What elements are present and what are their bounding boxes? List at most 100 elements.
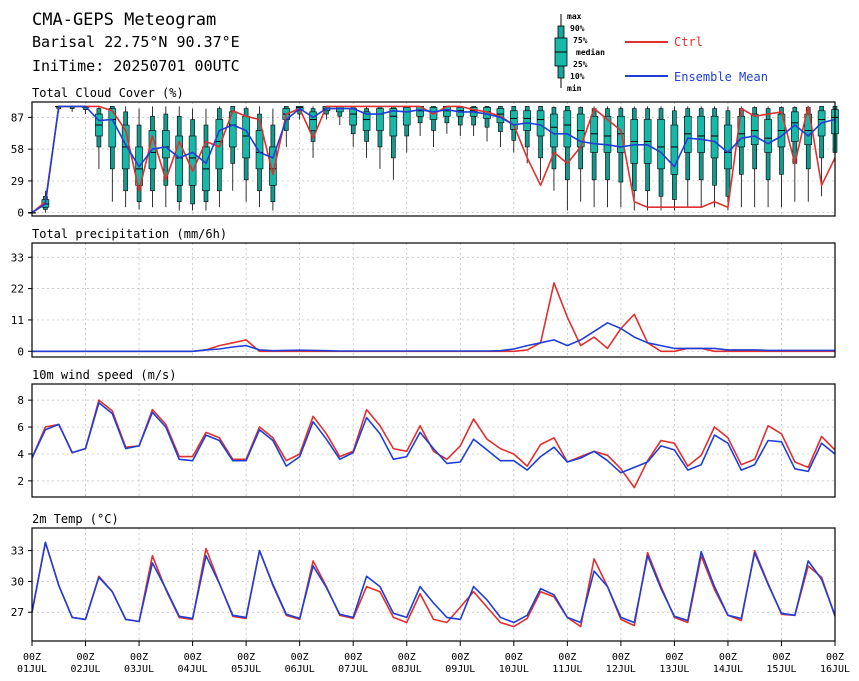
y-tick-label: 87 (11, 111, 24, 124)
y-tick-label: 33 (11, 545, 24, 558)
ensemble-box (309, 106, 317, 158)
y-tick-label: 0 (17, 207, 24, 220)
time-axis: 00Z01JUL00Z02JUL00Z03JUL00Z04JUL00Z05JUL… (17, 641, 850, 675)
ensemble-box (202, 108, 210, 211)
x-tick-day-label: 08JUL (392, 664, 422, 675)
y-tick-label: 8 (17, 394, 24, 407)
panel-frame (31, 242, 836, 358)
y-tick-label: 11 (11, 314, 24, 327)
ensemble-box (536, 106, 545, 180)
x-tick-day-label: 01JUL (17, 664, 47, 675)
panel-title-cloud: Total Cloud Cover (%) (32, 86, 184, 100)
ensemble-box (95, 106, 103, 169)
ensemble-box (710, 106, 719, 208)
y-tick-label: 58 (11, 143, 24, 156)
ensemble-box (148, 106, 157, 208)
x-tick-hour-label: 00Z (130, 652, 148, 663)
legend-box-label-min: min (567, 83, 582, 93)
series-line-ensemble-mean (32, 321, 835, 353)
x-tick-day-label: 03JUL (124, 664, 154, 675)
legend-box-label-max: max (567, 12, 582, 21)
x-tick-hour-label: 00Z (665, 652, 683, 663)
x-tick-day-label: 15JUL (766, 664, 796, 675)
legend-ctrl-label: Ctrl (674, 35, 703, 49)
ensemble-box (376, 106, 384, 169)
y-tick-label: 6 (17, 421, 24, 434)
ensemble-box (804, 106, 813, 202)
legend-box-label-90: 90% (570, 24, 585, 33)
x-tick-hour-label: 00Z (23, 652, 41, 663)
y-tick-label: 0 (17, 345, 24, 358)
ensemble-box (617, 106, 625, 208)
x-tick-hour-label: 00Z (558, 652, 576, 663)
legend: max 90% 75% median 25% 10% min Ctrl Ense… (554, 12, 768, 93)
y-tick-label: 29 (11, 175, 24, 188)
x-tick-hour-label: 00Z (291, 652, 309, 663)
y-tick-label: 33 (11, 251, 24, 264)
series-line-ensemble-mean (31, 541, 836, 624)
ensemble-box (242, 106, 250, 202)
ensemble-box (750, 106, 759, 208)
ensemble-box (563, 106, 572, 211)
panel-wind: 2 4 6 8 (17, 383, 836, 498)
ensemble-box (670, 106, 679, 211)
ensemble-box (509, 106, 518, 153)
x-tick-hour-label: 00Z (77, 652, 95, 663)
ensemble-box (683, 106, 692, 208)
x-tick-day-label: 16JUL (820, 664, 850, 675)
legend-box-label-median: median (576, 47, 605, 57)
ensemble-box (215, 106, 224, 208)
x-tick-hour-label: 00Z (772, 652, 790, 663)
legend-box-icon (554, 14, 568, 88)
ensemble-box (389, 106, 398, 180)
x-tick-hour-label: 00Z (344, 652, 362, 663)
x-tick-day-label: 10JUL (499, 664, 529, 675)
panel-title-temp: 2m Temp (°C) (32, 512, 119, 526)
panel-title-precip: Total precipitation (mm/6h) (32, 227, 227, 241)
x-tick-hour-label: 00Z (505, 652, 523, 663)
x-tick-hour-label: 00Z (184, 652, 202, 663)
series-line-ctrl (32, 282, 835, 353)
x-tick-day-label: 04JUL (178, 664, 208, 675)
ensemble-box (349, 106, 358, 147)
panel-cloud: 0 29 58 87 (11, 101, 839, 220)
x-tick-day-label: 06JUL (285, 664, 315, 675)
y-tick-label: 30 (11, 575, 24, 588)
series-line-ensemble-mean (31, 401, 836, 474)
x-tick-day-label: 09JUL (445, 664, 475, 675)
y-tick-label: 22 (11, 283, 24, 296)
panel-temp: 27 30 33 (11, 527, 836, 642)
legend-box-label-10: 10% (570, 72, 585, 81)
series-line-ctrl (31, 399, 836, 489)
y-tick-label: 2 (17, 475, 24, 488)
x-tick-day-label: 14JUL (713, 664, 743, 675)
ensemble-box (68, 105, 76, 112)
x-tick-day-label: 02JUL (70, 664, 100, 675)
ensemble-box (188, 108, 197, 211)
panel-frame (31, 527, 836, 642)
x-tick-day-label: 12JUL (606, 664, 636, 675)
x-tick-day-label: 13JUL (659, 664, 689, 675)
ensemble-box (362, 106, 371, 158)
ensemble-box (550, 106, 558, 191)
x-tick-hour-label: 00Z (826, 652, 844, 663)
x-tick-hour-label: 00Z (612, 652, 630, 663)
chart-title: CMA-GEPS Meteogram (32, 10, 216, 30)
ensemble-box (590, 106, 598, 208)
location-label: Barisal 22.75°N 90.37°E (32, 33, 240, 51)
ensemble-box (724, 106, 732, 211)
ensemble-box (630, 106, 639, 211)
ensemble-box (576, 106, 585, 202)
y-tick-label: 27 (11, 606, 24, 619)
legend-mean-label: Ensemble Mean (674, 70, 768, 84)
ensemble-box (162, 106, 170, 208)
panel-frame (31, 383, 836, 498)
ensemble-box (269, 108, 277, 211)
panels: 0 29 58 87 0 11 22 33 2 4 6 8 27 30 33 (11, 101, 839, 642)
legend-box-label-75: 75% (573, 36, 588, 45)
legend-box-label-25: 25% (573, 60, 588, 69)
x-tick-hour-label: 00Z (237, 652, 255, 663)
series-line-ctrl (31, 105, 836, 214)
x-tick-hour-label: 00Z (719, 652, 737, 663)
